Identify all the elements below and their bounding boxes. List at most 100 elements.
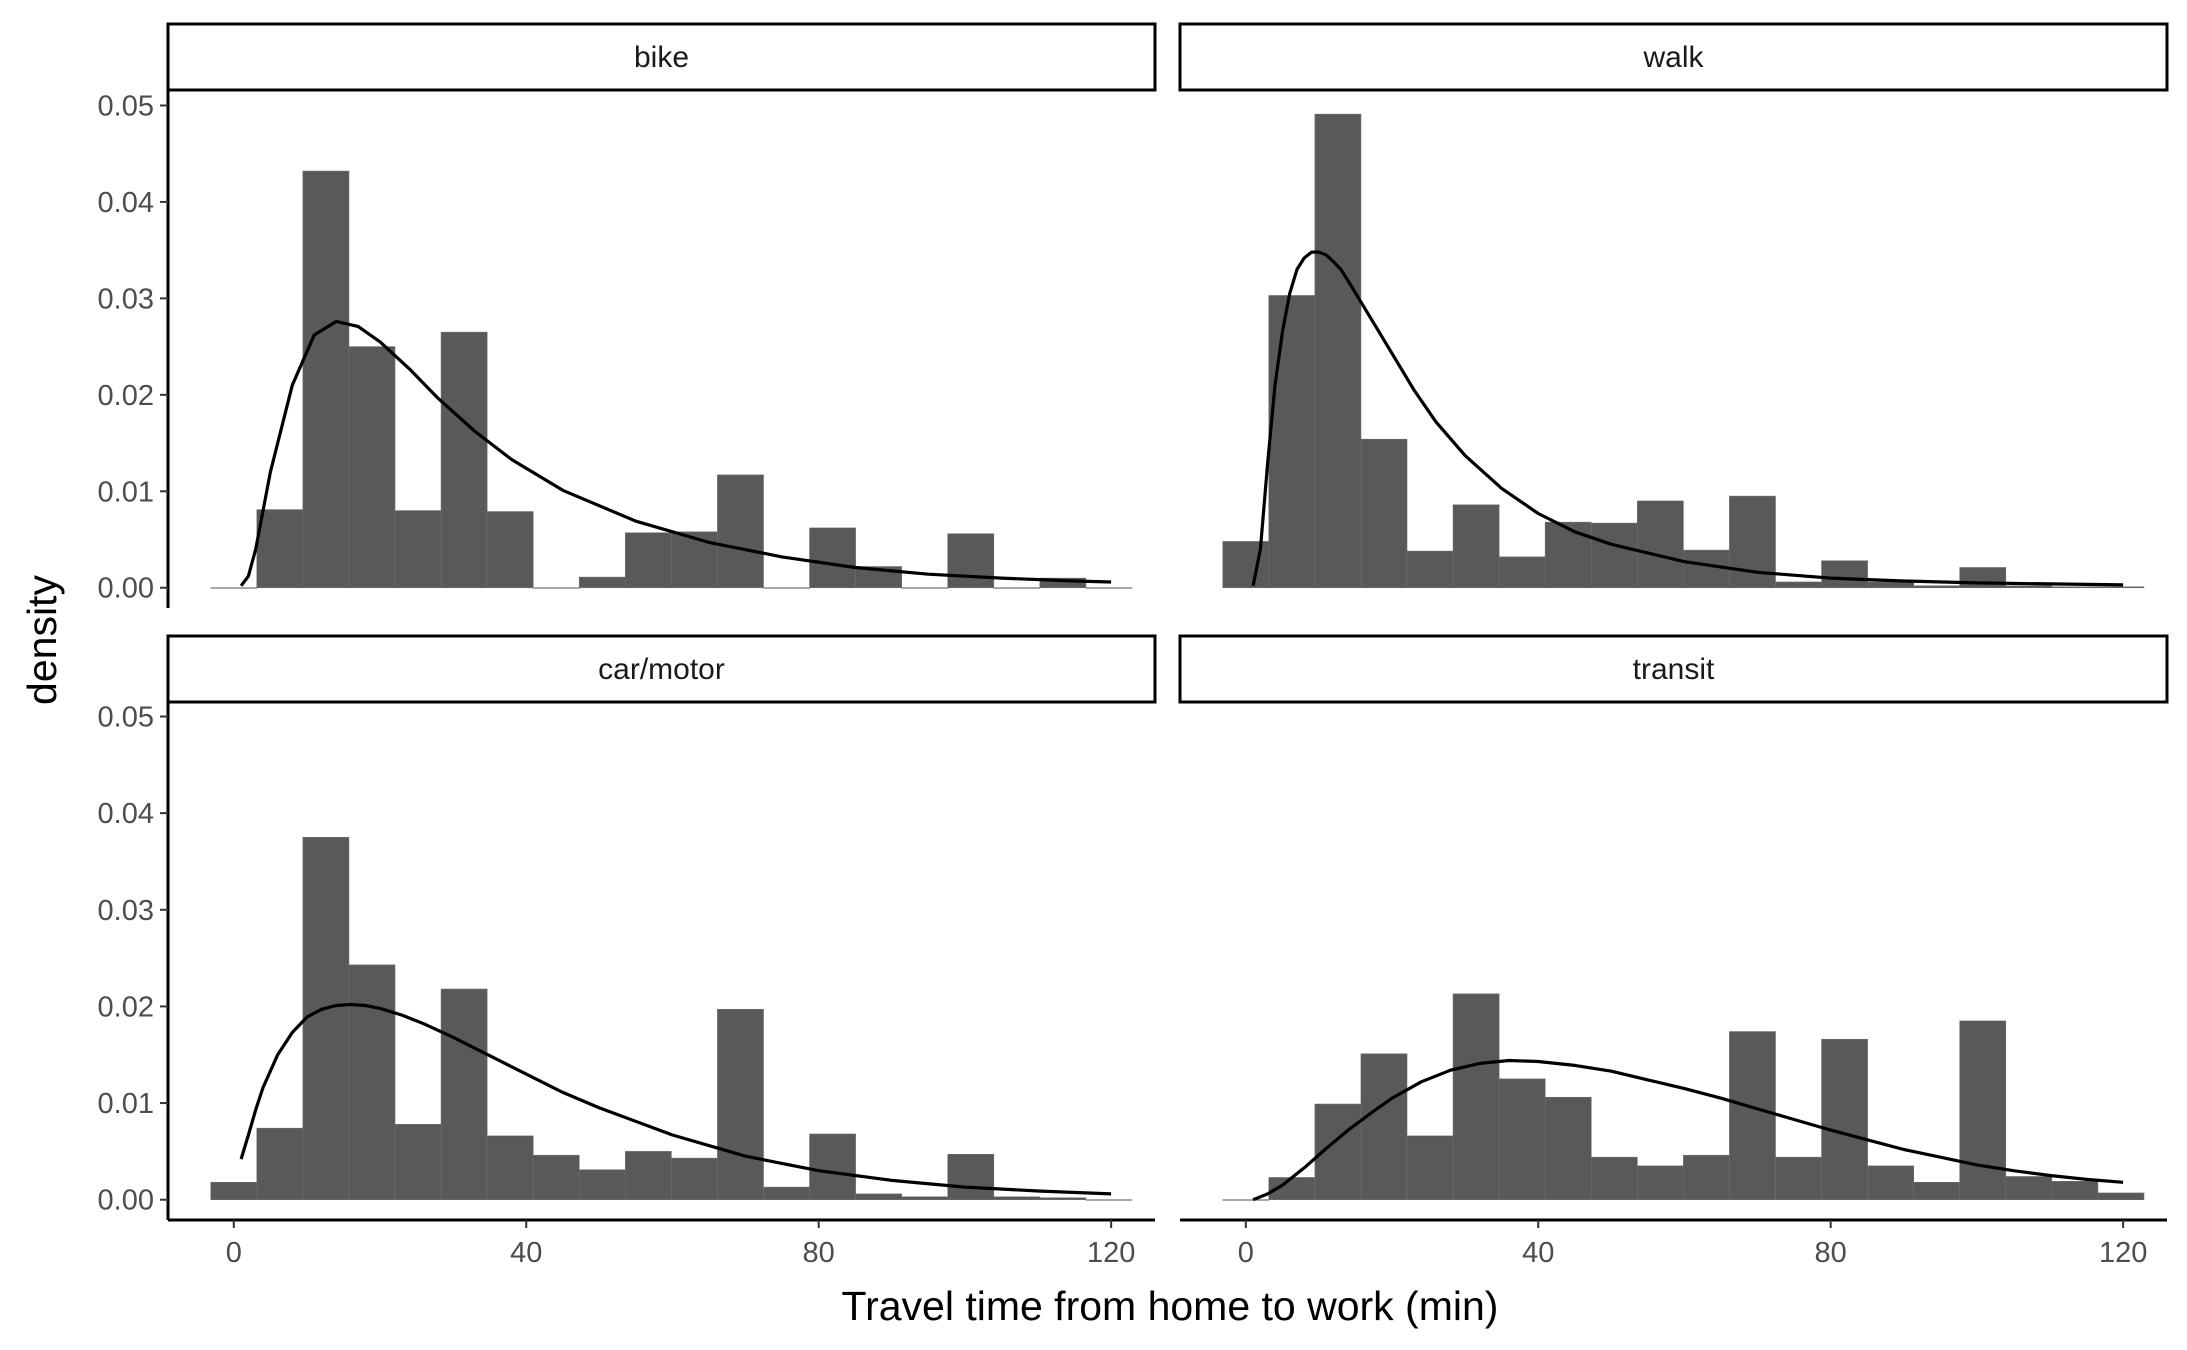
- histogram-bar: [993, 1196, 1041, 1201]
- histogram-bar: [947, 533, 995, 589]
- histogram-bar: [1544, 1096, 1592, 1201]
- histogram-bar: [763, 1186, 810, 1201]
- histogram-bar: [901, 1196, 949, 1201]
- x-tick-label: 40: [1522, 1237, 1554, 1269]
- histogram-bar: [578, 1169, 626, 1201]
- histogram-bar: [256, 509, 304, 589]
- facet-panel-car-motor: car/motor 0.00 0.01 0.02 0.03 0.04 0.05 0 40 80 12…: [98, 634, 1157, 1269]
- x-tick-label: 0: [1238, 1237, 1254, 1269]
- density-curve-car-motor: [239, 1002, 1112, 1196]
- y-tick-label: 0.01: [98, 476, 154, 508]
- x-tick-label: 80: [803, 1237, 835, 1269]
- histogram-bar: [625, 1151, 672, 1201]
- histogram-bar: [1729, 1031, 1776, 1201]
- x-tick-label: 40: [510, 1237, 542, 1269]
- histogram-bar: [440, 331, 488, 589]
- density-curve-bike: [239, 319, 1112, 587]
- histogram-bar: [947, 1153, 995, 1201]
- histogram-bar: [1452, 504, 1500, 589]
- histogram-bar: [532, 587, 580, 589]
- histogram-bar: [394, 510, 442, 589]
- histogram-bar: [2097, 586, 2145, 589]
- facet-strip-bike: [166, 22, 1157, 92]
- histogram-bar: [348, 964, 396, 1201]
- density-curve-transit: [1252, 1058, 2124, 1202]
- y-tick-label: 0.05: [98, 90, 154, 122]
- y-tick-label: 0.03: [98, 283, 154, 315]
- histogram-bar: [486, 1135, 534, 1201]
- histogram-bar: [1039, 577, 1087, 589]
- y-tick-label: 0.02: [98, 380, 154, 412]
- facet-panel-walk: walk: [1178, 22, 2169, 589]
- facet-strip-label-walk: walk: [1642, 41, 1704, 74]
- histogram-bar: [210, 587, 258, 589]
- histogram-bar: [717, 1009, 764, 1201]
- histogram-bar: [1360, 1053, 1408, 1201]
- histogram-bar: [348, 346, 396, 589]
- y-tick-label: 0.01: [98, 1088, 154, 1120]
- histogram-bar: [2051, 1181, 2099, 1201]
- histogram-bar: [1775, 581, 1822, 589]
- y-tick-label: 0.00: [98, 1185, 154, 1217]
- histogram-bar: [1683, 1154, 1730, 1201]
- histogram-bar: [993, 587, 1041, 589]
- histogram-bar: [1913, 1182, 1961, 1201]
- histogram-bar: [1498, 1078, 1546, 1201]
- histogram-bar: [302, 836, 350, 1201]
- histogram-bar: [1637, 500, 1684, 589]
- density-curve-walk: [1251, 250, 2124, 587]
- y-tick-label: 0.03: [98, 895, 154, 927]
- histogram-bar: [1544, 521, 1592, 589]
- histogram-bar: [1222, 1199, 1270, 1201]
- histogram-bar: [1498, 556, 1546, 589]
- histogram-bar: [1406, 1135, 1454, 1201]
- histogram-bar: [578, 576, 626, 589]
- histogram-bar: [302, 170, 350, 589]
- histogram-bar: [671, 531, 718, 589]
- histogram-bar: [809, 1133, 856, 1201]
- y-tick-label: 0.02: [98, 991, 154, 1023]
- histogram-bar: [1775, 1156, 1822, 1201]
- y-tick-label: 0.05: [98, 701, 154, 733]
- facet-panel-bike: bike 0.00 0.01 0.02 0.03 0.04 0.05: [98, 22, 1157, 608]
- x-axis-title: Travel time from home to work (min): [842, 1283, 1499, 1329]
- facet-strip-label-bike: bike: [634, 41, 689, 74]
- histogram-bar: [256, 1127, 304, 1201]
- facet-strip-label-car-motor: car/motor: [598, 653, 725, 686]
- facet-strip-transit: [1178, 634, 2169, 704]
- facet-panel-transit: transit 0 40 80 120: [1178, 634, 2169, 1269]
- histogram-bar: [1959, 1020, 2007, 1201]
- histogram-bar: [1085, 587, 1133, 589]
- histogram-bar: [1039, 1197, 1087, 1201]
- histogram-bar: [1590, 522, 1638, 589]
- histogram-bar: [1913, 585, 1961, 589]
- histogram-bar: [532, 1154, 580, 1201]
- histogram-bar: [1821, 560, 1868, 589]
- histogram-bar: [717, 474, 764, 589]
- histogram-bar: [210, 1182, 258, 1201]
- histogram-bar: [1452, 993, 1500, 1201]
- histogram-bar: [1085, 1199, 1133, 1201]
- histogram-bar: [2097, 1192, 2145, 1201]
- histogram-bar: [1683, 549, 1730, 589]
- histogram-bar: [486, 511, 534, 589]
- y-tick-label: 0.04: [98, 798, 154, 830]
- histogram-bar: [2051, 586, 2099, 589]
- facet-strip-walk: [1178, 22, 2169, 92]
- histogram-bar: [1637, 1165, 1684, 1201]
- y-tick-label: 0.00: [98, 573, 154, 605]
- histogram-bar: [809, 527, 856, 589]
- histogram-bar: [1867, 581, 1914, 589]
- y-axis-title: density: [19, 575, 65, 705]
- histogram-bar: [901, 587, 949, 589]
- x-tick-label: 120: [2099, 1237, 2147, 1269]
- facet-strip-label-transit: transit: [1633, 653, 1715, 686]
- histogram-bar: [2005, 585, 2053, 589]
- histogram-bar: [671, 1157, 718, 1201]
- histogram-bar: [763, 587, 810, 589]
- histogram-bar: [1590, 1156, 1638, 1201]
- y-tick-label: 0.04: [98, 187, 154, 219]
- x-tick-label: 80: [1815, 1237, 1847, 1269]
- histogram-bar: [440, 988, 488, 1201]
